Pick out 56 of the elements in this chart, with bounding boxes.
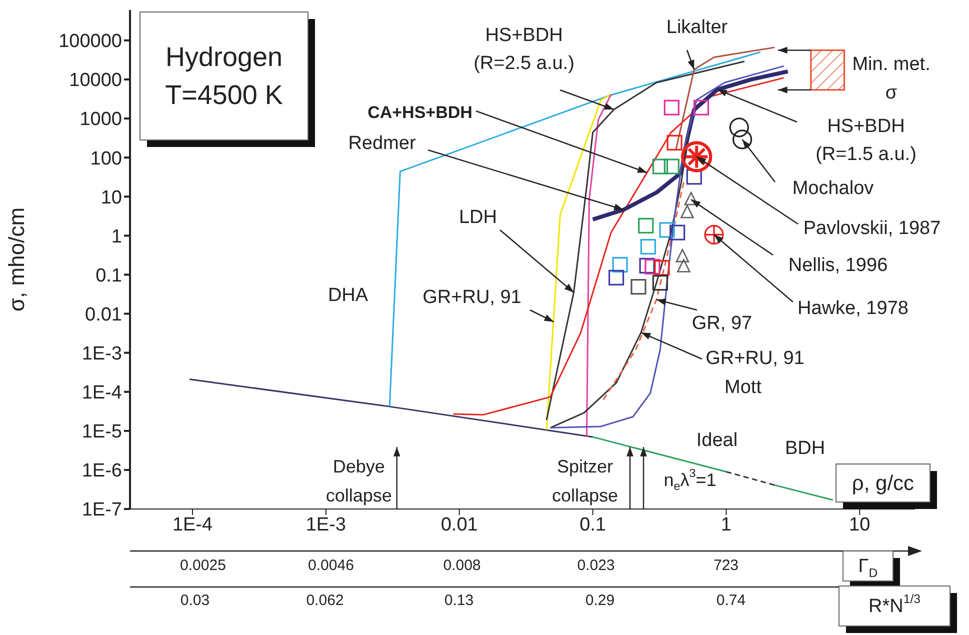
y-tick-label: 1E-5 <box>82 422 122 443</box>
y-tick-label: 1 <box>111 226 122 248</box>
x-tick-label: 0.1 <box>580 514 606 536</box>
text: 0.74 <box>716 592 746 608</box>
annotation: n$_{e}$λ$^{3}$=1 <box>664 467 716 493</box>
band-label: Min. met. σ <box>852 53 930 103</box>
y-tick-label: 0.01 <box>85 304 122 326</box>
text: 0.062 <box>306 592 344 608</box>
annotation: BDH <box>784 438 826 458</box>
annotation: GR+RU, 91 <box>422 286 522 308</box>
y-tick-label: 0.1 <box>96 265 122 286</box>
x-axis-title: ρ, g/cc <box>852 472 914 494</box>
annotation: GR+RU, 91 <box>706 348 804 368</box>
x-tick-label: 1E-4 <box>172 514 214 536</box>
y-tick-label: 1E-4 <box>82 382 122 404</box>
y-tick-label: 1E-6 <box>82 460 122 482</box>
text: 0.0025 <box>180 556 226 574</box>
y-tick-label: 1E-7 <box>82 500 122 521</box>
annotation: DHA <box>328 284 368 306</box>
annotation: Mott <box>724 376 762 398</box>
annotation: HS+BDH (R=1.5 a.u.) <box>816 116 916 164</box>
text: 0.023 <box>577 556 615 574</box>
text: 0.13 <box>444 592 474 608</box>
text: 0.03 <box>180 592 210 608</box>
y-tick-label: 100 <box>90 148 122 170</box>
y-tick-label: 10000 <box>69 70 122 92</box>
annotation: Ideal <box>696 430 738 450</box>
ref-line-label: Spitzer collapse <box>552 456 618 506</box>
ref-line-label: Debye collapse <box>326 456 392 506</box>
annotation: Redmer <box>348 132 416 154</box>
annotation: GR, 97 <box>692 312 752 334</box>
y-tick-label: 1E-3 <box>82 344 122 365</box>
annotation: Hawke, 1978 <box>798 298 908 318</box>
y-tick-label: 1000 <box>80 109 122 130</box>
annotation: Likalter <box>666 16 728 38</box>
text: 0.0046 <box>308 556 354 574</box>
annotation: Mochalov <box>792 178 874 198</box>
text: Γ$_{D}$ <box>858 556 878 580</box>
y-tick-label: 10 <box>100 187 122 208</box>
x-tick-label: 1E-3 <box>306 514 346 536</box>
annotation: HS+BDH (R=2.5 a.u.) <box>474 24 574 74</box>
text: 0.008 <box>443 556 481 574</box>
line-series <box>586 94 612 438</box>
annotation: Pavlovskii, 1987 <box>803 218 941 238</box>
x-tick-label: 0.01 <box>440 514 478 536</box>
annotation: Nellis, 1996 <box>788 254 888 276</box>
text: Hydrogen T=4500 K <box>165 42 283 110</box>
annotation: CA+HS+BDH <box>368 102 472 122</box>
x-tick-label: 10 <box>849 514 870 536</box>
y-axis-title: σ, mho/cm <box>4 207 29 312</box>
x-tick-label: 1 <box>720 514 732 536</box>
text: 723 <box>713 556 739 574</box>
y-tick-label: 100000 <box>58 31 122 52</box>
text: 0.29 <box>585 592 615 608</box>
annotation: LDH <box>458 206 498 228</box>
text: R*N$^{1/3}$ <box>868 592 921 616</box>
